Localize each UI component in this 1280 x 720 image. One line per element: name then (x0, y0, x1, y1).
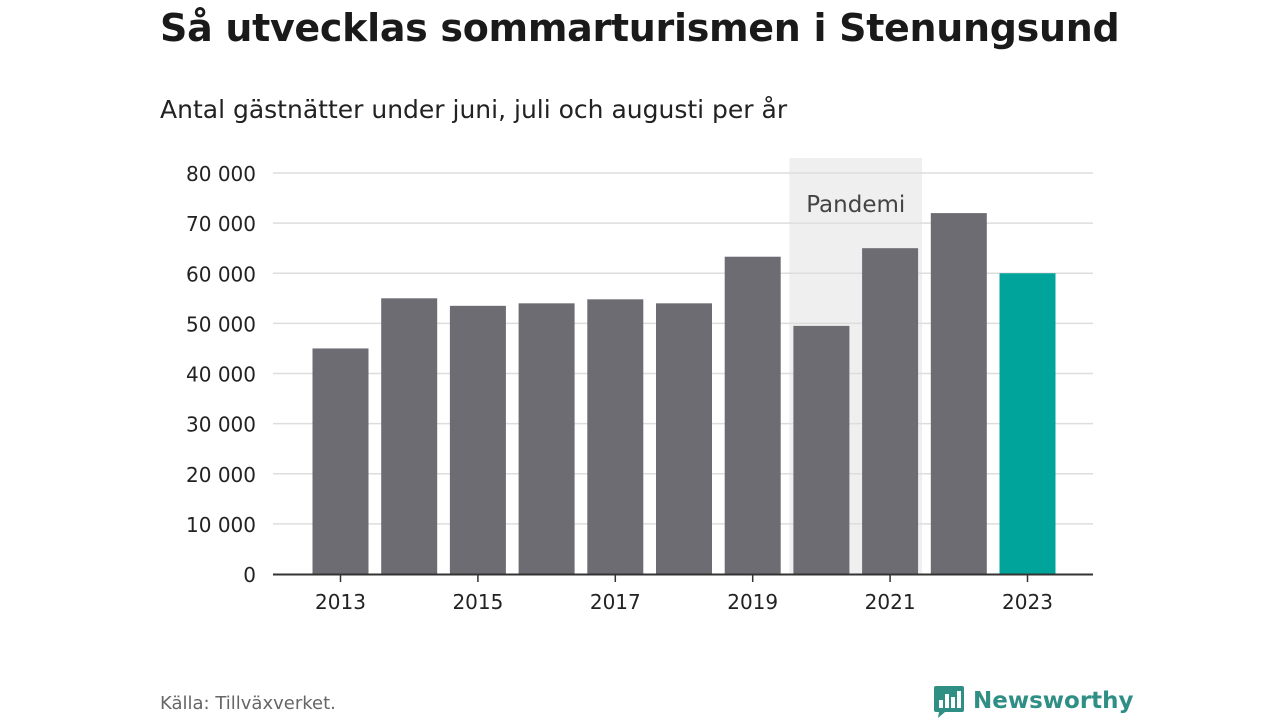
chart-title: Så utvecklas sommarturismen i Stenungsun… (160, 6, 1120, 50)
bar-2016 (518, 303, 575, 574)
y-tick-label: 70 000 (186, 212, 256, 236)
x-tick-label: 2015 (452, 590, 503, 614)
bar-2014 (381, 298, 438, 574)
newsworthy-icon (934, 686, 964, 718)
x-tick-label: 2021 (865, 590, 916, 614)
bar-2022 (930, 213, 987, 574)
brand-name: Newsworthy (973, 688, 1134, 714)
y-tick-label: 20 000 (186, 463, 256, 487)
bar-2013 (312, 348, 369, 574)
y-tick-label: 80 000 (186, 162, 256, 186)
y-tick-label: 30 000 (186, 413, 256, 437)
y-tick-label: 60 000 (186, 262, 256, 286)
bar-2015 (449, 305, 506, 574)
bar-2023 (999, 273, 1056, 574)
source-note: Källa: Tillväxverket. (160, 693, 336, 714)
bar-chart: 0 10 000 20 000 30 000 40 000 50 000 60 000 70 … (186, 158, 1093, 614)
bar-2019 (724, 256, 781, 574)
x-tick-label: 2013 (315, 590, 366, 614)
bar-2017 (587, 299, 644, 574)
y-tick-label: 10 000 (186, 513, 256, 537)
pandemic-label: Pandemi (806, 192, 905, 218)
bar-2021 (862, 248, 919, 574)
x-tick-label: 2019 (727, 590, 778, 614)
chart-subtitle: Antal gästnätter under juni, juli och au… (160, 95, 788, 124)
bar-2018 (656, 303, 712, 574)
x-tick-label: 2023 (1002, 590, 1053, 614)
y-tick-label: 50 000 (186, 312, 256, 336)
y-tick-label: 0 (243, 563, 256, 587)
x-tick-label: 2017 (590, 590, 641, 614)
newsworthy-logo: Newsworthy (933, 684, 1134, 718)
y-tick-label: 40 000 (186, 363, 256, 387)
bar-2020 (793, 325, 850, 574)
